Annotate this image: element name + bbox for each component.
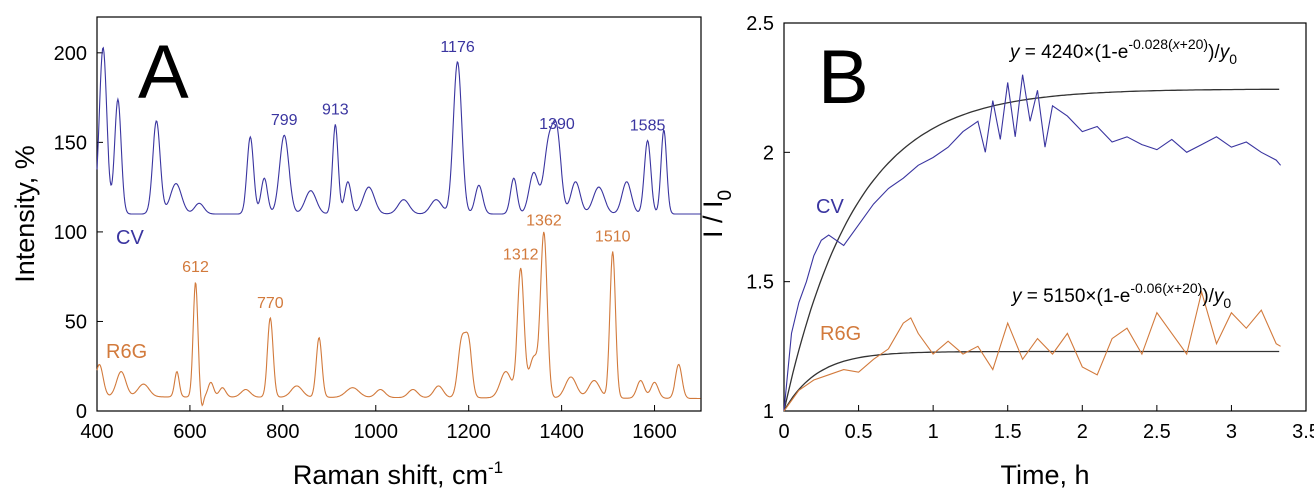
panel-a-y-tick-label: 100 [54, 222, 87, 244]
panel-a-peak-label: 1510 [595, 229, 631, 246]
panel-b-x-tick-label: 0.5 [845, 421, 873, 443]
panel-b-y-axis-label: I / I0 [698, 190, 736, 238]
panel-b-y-ticks: 1 1.5 2 2.5 [746, 13, 790, 423]
panel-a-y-tick-label: 0 [76, 401, 87, 423]
panel-b-x-tick-label: 0 [778, 421, 789, 443]
panel-a-peak-label: 1362 [526, 212, 562, 229]
panel-b-cv-fit-equation: y = 4240×(1-e-0.028(x+20))/y0 [1008, 36, 1237, 67]
panel-a-peak-label: 1176 [440, 39, 475, 56]
panel-a-x-tick-label: 1000 [354, 421, 399, 443]
panel-a-peak-label: 799 [271, 112, 298, 129]
panel-b-r6g-line [783, 289, 1281, 412]
panel-a: 400 600 800 1000 1200 1400 1600 0 50 100 150 200 1… [10, 16, 702, 490]
panel-a-x-tick-label: 1600 [632, 421, 677, 443]
panel-b-r6g-series-label: R6G [820, 323, 861, 345]
panel-b-cv-fit-curve [783, 88, 1280, 412]
panel-a-y-tick-label: 150 [54, 132, 87, 154]
panel-a-x-tick-label: 600 [173, 421, 206, 443]
panel-a-y-ticks: 0 50 100 150 200 [54, 43, 103, 423]
panel-b-plot-frame [783, 22, 1307, 412]
panel-b-x-axis-label: Time, h [1000, 460, 1089, 490]
panel-a-x-tick-label: 400 [80, 421, 113, 443]
panel-b-x-tick-label: 3.5 [1292, 421, 1314, 443]
panel-b: 0 0.5 1 1.5 2 2.5 3 3.5 1 1.5 2 2.5 B CV R6G y = 4… [698, 13, 1314, 490]
panel-a-y-tick-label: 200 [54, 43, 87, 65]
panel-a-peak-labels: 1176 799 913 1390 1585 612 770 1312 1362 1510 [182, 39, 665, 312]
panel-a-peak-label: 913 [322, 101, 349, 118]
panel-a-peak-label: 1585 [630, 118, 666, 135]
panel-a-peak-label: 770 [257, 295, 284, 312]
panel-a-peak-label: 612 [182, 259, 209, 276]
panel-a-cv-spectrum-line [96, 46, 701, 215]
panel-a-plot-frame [96, 16, 702, 412]
panel-a-x-axis-label: Raman shift, cm-1 [293, 458, 503, 490]
panel-b-cv-series-label: CV [816, 196, 844, 218]
panel-b-x-tick-label: 2 [1077, 421, 1088, 443]
panel-a-cv-series-label: CV [116, 227, 144, 249]
panel-b-y-tick-label: 2 [763, 142, 774, 164]
panel-a-x-tick-label: 1200 [446, 421, 491, 443]
panel-b-x-tick-label: 2.5 [1143, 421, 1171, 443]
panel-b-y-tick-label: 2.5 [746, 13, 774, 35]
panel-b-label: B [818, 35, 869, 120]
panel-a-r6g-series-label: R6G [106, 341, 147, 363]
panel-b-x-tick-label: 1.5 [994, 421, 1022, 443]
panel-b-x-ticks: 0 0.5 1 1.5 2 2.5 3 3.5 [778, 405, 1314, 443]
panel-a-peak-label: 1390 [539, 116, 575, 133]
panel-b-r6g-fit-curve [783, 350, 1280, 412]
panel-b-x-tick-label: 1 [928, 421, 939, 443]
panel-a-y-axis-label: Intensity, % [10, 145, 40, 283]
panel-b-r6g-fit-equation: y = 5150×(1-e-0.06(x+20))/y0 [1010, 280, 1231, 311]
panel-b-cv-line [783, 74, 1282, 412]
panel-a-x-tick-label: 1400 [539, 421, 584, 443]
panel-a-x-tick-label: 800 [266, 421, 299, 443]
panel-a-peak-label: 1312 [503, 247, 539, 264]
panel-a-r6g-spectrum-line [96, 231, 701, 407]
panel-b-x-tick-label: 3 [1226, 421, 1237, 443]
panel-b-y-tick-label: 1 [763, 401, 774, 423]
panel-a-y-tick-label: 50 [65, 311, 87, 333]
panel-b-y-tick-label: 1.5 [746, 272, 774, 294]
panel-a-x-ticks: 400 600 800 1000 1200 1400 1600 [80, 405, 677, 443]
panel-a-label: A [138, 30, 189, 115]
